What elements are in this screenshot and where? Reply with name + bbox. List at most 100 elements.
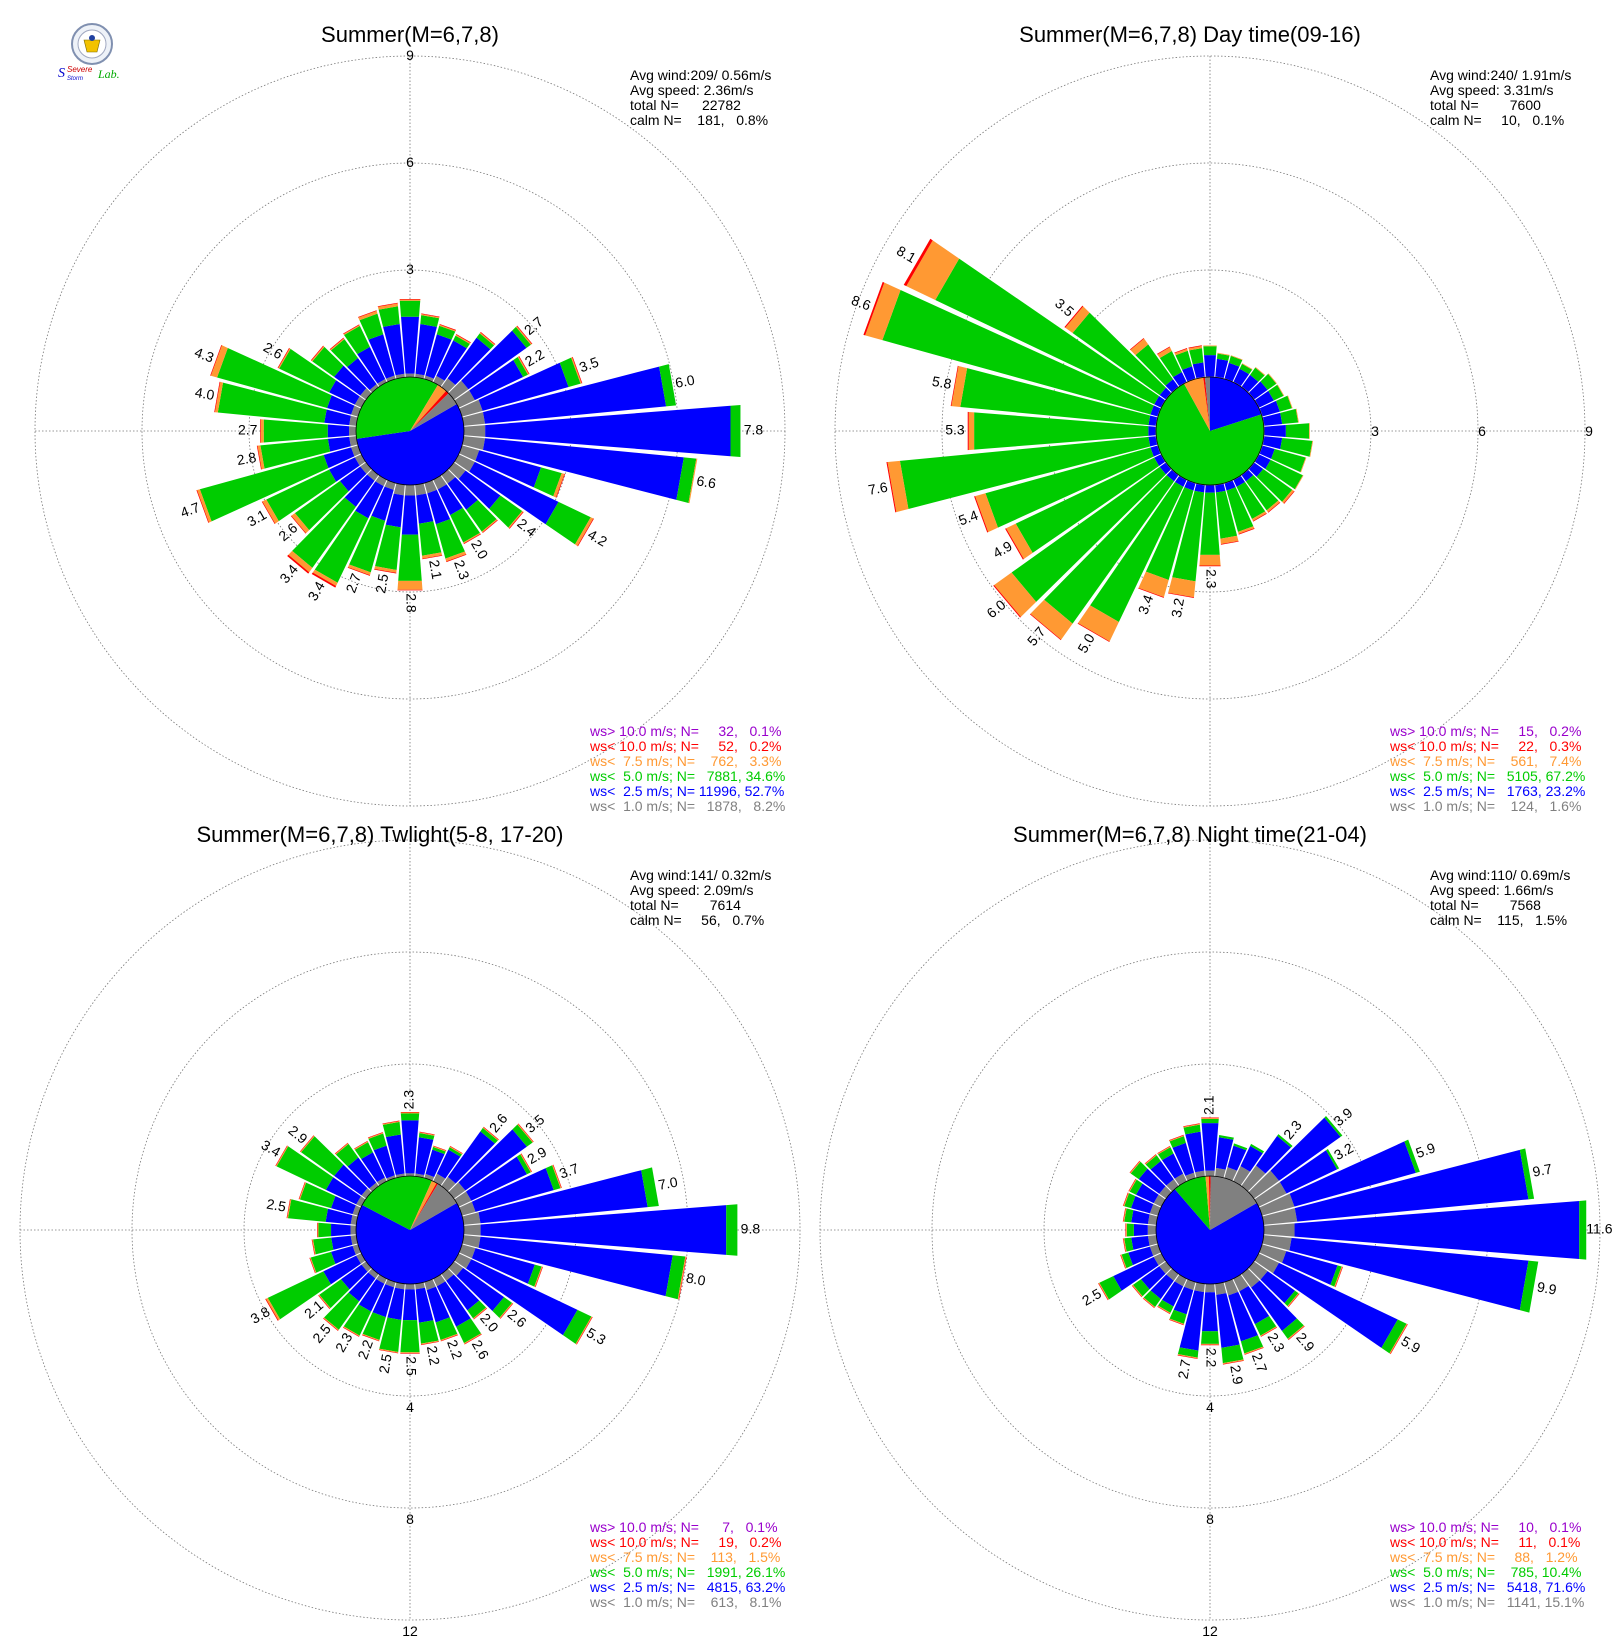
bar-red-320 (334, 1142, 349, 1154)
bar-orange-250 (197, 489, 212, 523)
bar-green-310 (1130, 1161, 1148, 1180)
bar-blue-130 (456, 1267, 505, 1312)
bar-gray-100 (462, 1235, 481, 1248)
bar-red-70 (572, 356, 583, 384)
bar-label-170: 2.2 (424, 1344, 443, 1366)
bar-green-310 (312, 346, 344, 377)
bar-blue-280 (1148, 415, 1158, 426)
bar-gray-190 (393, 483, 405, 496)
bar-blue-250 (323, 447, 355, 469)
bar-gray-330 (377, 379, 387, 387)
bar-gray-120 (1254, 1253, 1279, 1274)
bar-red-230 (1131, 1285, 1142, 1298)
bar-red-0 (399, 298, 421, 300)
calm-pie-gray (1210, 1176, 1257, 1230)
bar-red-180 (1200, 1344, 1220, 1346)
bar-blue-120 (466, 1259, 578, 1336)
bar-red-300 (275, 1145, 288, 1167)
bar-orange-170 (1220, 535, 1239, 545)
bar-blue-260 (327, 436, 351, 452)
bar-orange-200 (347, 564, 371, 576)
bar-orange-160 (1244, 1346, 1264, 1355)
bar-red-230 (290, 515, 307, 534)
bar-green-50 (512, 1124, 533, 1147)
bar-green-180 (400, 1320, 420, 1353)
bar-green-180 (398, 534, 422, 581)
bar-green-220 (292, 497, 356, 568)
bar-gray-250 (1149, 1244, 1161, 1256)
bar-orange-200 (362, 1333, 380, 1341)
bar-green-310 (1072, 312, 1166, 396)
bar-label-290: 4.3 (192, 344, 216, 366)
bar-orange-240 (1098, 1282, 1109, 1300)
bar-green-60 (1268, 384, 1284, 401)
bar-red-340 (358, 310, 377, 318)
bar-blue-310 (1138, 1168, 1166, 1194)
bar-label-60: 2.2 (522, 346, 547, 370)
bar-red-130 (500, 1303, 514, 1319)
bar-green-290 (217, 347, 332, 408)
bar-green-340 (1169, 1136, 1186, 1148)
bar-blue-50 (458, 1129, 527, 1191)
bar-blue-340 (1182, 366, 1196, 382)
bar-green-300 (935, 258, 1160, 405)
bar-red-310 (1064, 305, 1084, 328)
bar-orange-130 (499, 1302, 513, 1319)
bar-red-220 (323, 1318, 339, 1331)
stat-avg-wind: Avg wind:240/ 1.91m/s (1430, 67, 1571, 83)
bar-label-80: 6.0 (674, 372, 696, 391)
bar-blue-320 (1150, 1160, 1174, 1186)
bar-gray-90 (463, 1224, 481, 1236)
bar-orange-260 (1123, 1238, 1127, 1252)
bar-label-200: 2.7 (342, 571, 364, 595)
bar-blue-250 (1128, 1246, 1154, 1266)
bar-gray-40 (441, 378, 456, 393)
bar-label-210: 2.3 (332, 1330, 356, 1355)
bar-green-150 (450, 507, 480, 543)
bar-green-320 (330, 339, 358, 368)
bar-green-100 (676, 457, 697, 504)
bar-orange-320 (1145, 1154, 1157, 1165)
bar-blue-350 (1185, 1131, 1205, 1173)
bar-blue-310 (334, 1164, 368, 1196)
bar-orange-130 (1282, 489, 1295, 504)
bar-red-210 (342, 1327, 360, 1337)
ring-label: 4 (1206, 1399, 1214, 1415)
bar-gray-120 (454, 454, 475, 472)
bar-green-130 (492, 1297, 513, 1318)
bar-green-350 (382, 1121, 401, 1138)
bar-orange-180 (397, 580, 423, 590)
bar-blue-350 (383, 323, 405, 376)
bar-red-170 (421, 1341, 439, 1346)
stat-calm: calm N= 115, 1.5% (1430, 912, 1567, 928)
bar-orange-280 (287, 1199, 292, 1219)
bar-gray-260 (1147, 1235, 1158, 1246)
bar-orange-120 (575, 517, 594, 547)
bar-label-70: 5.9 (1414, 1139, 1438, 1161)
bar-label-280: 2.5 (265, 1196, 287, 1215)
bar-red-320 (1129, 337, 1145, 351)
bar-blue-100 (1289, 1237, 1529, 1311)
legend-entry: ws< 2.5 m/s; N= 5418, 71.6% (1389, 1579, 1585, 1595)
stat-avg-speed: Avg speed: 3.31m/s (1430, 82, 1553, 98)
bar-red-300 (277, 347, 290, 369)
bar-gray-240 (356, 1253, 366, 1264)
bar-red-190 (1167, 592, 1194, 599)
bar-blue-210 (355, 481, 384, 519)
bar-label-270: 2.7 (238, 422, 258, 438)
bar-blue-250 (1150, 445, 1161, 457)
bar-gray-180 (1205, 1283, 1215, 1293)
bar-orange-290 (865, 282, 901, 341)
bar-gray-160 (1224, 1279, 1239, 1296)
bar-orange-340 (1174, 348, 1188, 356)
ring-label: 8 (406, 1511, 414, 1527)
bar-blue-60 (469, 360, 524, 401)
bar-blue-150 (436, 1281, 471, 1327)
bar-blue-210 (1174, 476, 1187, 487)
bar-green-10 (1218, 1134, 1234, 1140)
bar-orange-50 (515, 326, 532, 345)
bar-green-260 (313, 1237, 334, 1255)
bar-blue-100 (1262, 436, 1283, 450)
bar-red-100 (678, 1256, 687, 1300)
